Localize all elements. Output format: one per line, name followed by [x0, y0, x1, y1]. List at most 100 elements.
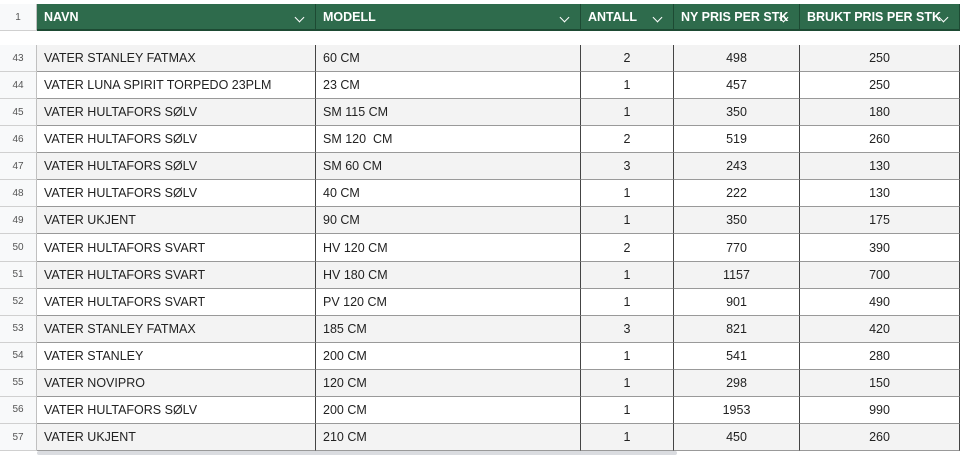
cell[interactable]: 3	[581, 153, 674, 181]
cell[interactable]: 120 CM	[316, 369, 581, 397]
column-header[interactable]: ANTALL	[581, 4, 674, 31]
cell[interactable]: 2	[581, 234, 674, 262]
cell[interactable]: 420	[800, 315, 960, 343]
cell[interactable]: 350	[674, 207, 800, 235]
cell[interactable]: SM 115 CM	[316, 99, 581, 127]
cell[interactable]: VATER NOVIPRO	[37, 369, 316, 397]
cell[interactable]: VATER LUNA SPIRIT TORPEDO 23PLM	[37, 72, 316, 100]
cell[interactable]: 1953	[674, 396, 800, 424]
cell[interactable]: 260	[800, 423, 960, 452]
cell[interactable]: VATER HULTAFORS SØLV	[37, 396, 316, 424]
row-number: 48	[0, 180, 37, 208]
cell[interactable]: 1	[581, 423, 674, 452]
row-number: 56	[0, 396, 37, 424]
cell[interactable]: 185 CM	[316, 315, 581, 343]
cell[interactable]: 450	[674, 423, 800, 452]
cell[interactable]: 130	[800, 153, 960, 181]
cell[interactable]: 200 CM	[316, 342, 581, 370]
cell[interactable]: 3	[581, 315, 674, 343]
cell[interactable]: 150	[800, 369, 960, 397]
cell[interactable]: 260	[800, 126, 960, 154]
cell[interactable]: 1	[581, 288, 674, 316]
cell[interactable]: 1	[581, 99, 674, 127]
cell[interactable]: VATER HULTAFORS SØLV	[37, 126, 316, 154]
cell[interactable]: 210 CM	[316, 423, 581, 452]
row-number: 50	[0, 234, 37, 262]
row-number: 46	[0, 126, 37, 154]
cell[interactable]: 901	[674, 288, 800, 316]
cell[interactable]: VATER HULTAFORS SØLV	[37, 99, 316, 127]
cell[interactable]: 541	[674, 342, 800, 370]
row-number: 47	[0, 153, 37, 181]
cell[interactable]: 298	[674, 369, 800, 397]
cell[interactable]: SM 120 CM	[316, 126, 581, 154]
row-number: 45	[0, 99, 37, 127]
cell[interactable]: VATER STANLEY FATMAX	[37, 45, 316, 73]
column-header[interactable]: MODELL	[316, 4, 581, 31]
cell[interactable]: 1	[581, 207, 674, 235]
cell[interactable]: 700	[800, 261, 960, 289]
cell[interactable]: VATER STANLEY	[37, 342, 316, 370]
cell[interactable]: 350	[674, 99, 800, 127]
cell[interactable]: HV 180 CM	[316, 261, 581, 289]
cell[interactable]: VATER HULTAFORS SØLV	[37, 180, 316, 208]
cell[interactable]: VATER HULTAFORS SØLV	[37, 153, 316, 181]
cell[interactable]: VATER STANLEY FATMAX	[37, 315, 316, 343]
cell[interactable]: VATER HULTAFORS SVART	[37, 234, 316, 262]
row-number: 44	[0, 72, 37, 100]
cell[interactable]: 2	[581, 45, 674, 73]
cell[interactable]: 457	[674, 72, 800, 100]
row-number: 55	[0, 369, 37, 397]
cell[interactable]: 222	[674, 180, 800, 208]
row-number: 43	[0, 45, 37, 73]
top-bar	[0, 0, 960, 4]
cell[interactable]: 390	[800, 234, 960, 262]
cell[interactable]: PV 120 CM	[316, 288, 581, 316]
cell[interactable]: HV 120 CM	[316, 234, 581, 262]
row-number: 53	[0, 315, 37, 343]
cell[interactable]: 180	[800, 99, 960, 127]
cell[interactable]: 60 CM	[316, 45, 581, 73]
cell[interactable]: 175	[800, 207, 960, 235]
cell[interactable]: 200 CM	[316, 396, 581, 424]
cell[interactable]: VATER HULTAFORS SVART	[37, 261, 316, 289]
cell[interactable]: 250	[800, 45, 960, 73]
cell[interactable]: 1157	[674, 261, 800, 289]
cell[interactable]: 90 CM	[316, 207, 581, 235]
cell[interactable]: 519	[674, 126, 800, 154]
row-number: 54	[0, 342, 37, 370]
cell[interactable]: 821	[674, 315, 800, 343]
row-number: 51	[0, 261, 37, 289]
column-header[interactable]: NY PRIS PER STK	[674, 4, 800, 31]
cell[interactable]: 243	[674, 153, 800, 181]
row-number: 1	[0, 4, 37, 31]
cell[interactable]: 990	[800, 396, 960, 424]
cell[interactable]: VATER UKJENT	[37, 207, 316, 235]
cell[interactable]: 40 CM	[316, 180, 581, 208]
scrollbar[interactable]	[37, 451, 677, 455]
cell[interactable]: 1	[581, 261, 674, 289]
cell[interactable]: 1	[581, 180, 674, 208]
cell[interactable]: 498	[674, 45, 800, 73]
cell[interactable]: 1	[581, 342, 674, 370]
column-header[interactable]: NAVN	[37, 4, 316, 31]
cell[interactable]: VATER UKJENT	[37, 423, 316, 452]
row-number: 57	[0, 423, 37, 452]
cell[interactable]: 490	[800, 288, 960, 316]
cell[interactable]: 770	[674, 234, 800, 262]
partial-row	[37, 31, 960, 46]
cell[interactable]: 1	[581, 396, 674, 424]
cell[interactable]: 23 CM	[316, 72, 581, 100]
cell[interactable]: 130	[800, 180, 960, 208]
cell[interactable]: 1	[581, 369, 674, 397]
cell[interactable]: 2	[581, 126, 674, 154]
cell[interactable]: 1	[581, 72, 674, 100]
cell[interactable]: 280	[800, 342, 960, 370]
column-header[interactable]: BRUKT PRIS PER STK	[800, 4, 960, 31]
cell[interactable]: 250	[800, 72, 960, 100]
row-number: 49	[0, 207, 37, 235]
cell[interactable]: SM 60 CM	[316, 153, 581, 181]
row-number: 52	[0, 288, 37, 316]
cell[interactable]: VATER HULTAFORS SVART	[37, 288, 316, 316]
